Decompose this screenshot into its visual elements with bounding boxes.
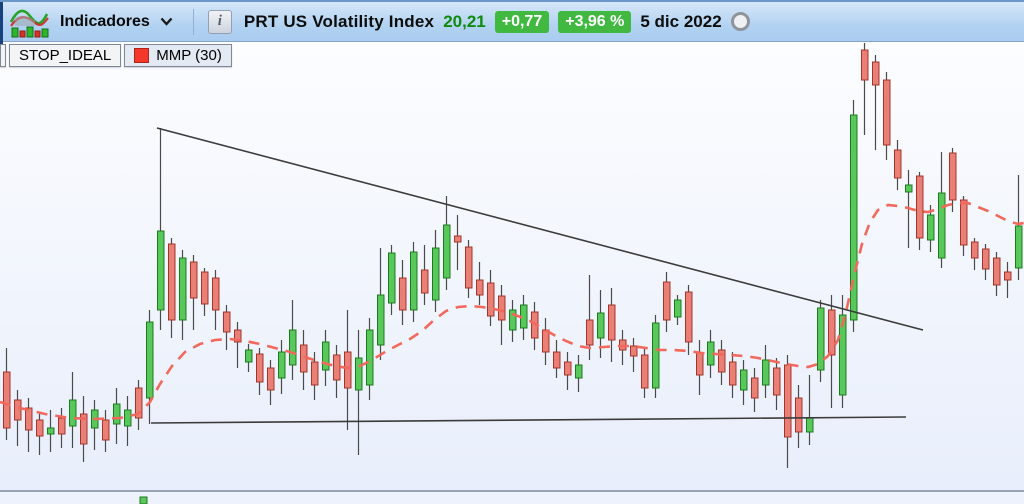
info-icon[interactable]: i [207,9,232,34]
indicators-menu-label[interactable]: Indicadores [60,12,150,30]
indicators-icon [9,9,49,37]
toolbar-divider [192,8,194,35]
indicators-menu-button[interactable] [6,5,52,39]
mmp-color-swatch-icon [134,48,150,63]
subpanel-layer [139,496,148,504]
top-toolbar: Indicadores i PRT US Volatility Index 20… [0,0,1024,44]
chevron-down-icon[interactable] [160,17,173,26]
status-ring-icon[interactable] [730,12,750,31]
change-absolute-badge: +0,77 [494,10,550,33]
trendlines-layer[interactable] [150,127,924,424]
instrument-titlebar: PRT US Volatility Index 20,21 +0,77 +3,9… [243,10,750,33]
quote-date: 5 dic 2022 [640,11,722,31]
moving-average-line[interactable] [0,201,1024,421]
secondary-panel [0,490,1024,504]
legend-chip-label: STOP_IDEAL [19,47,112,64]
indicator-legend: STOP_IDEAL MMP (30) [0,44,232,67]
last-price: 20,21 [443,11,486,31]
legend-chip-edge[interactable] [0,44,6,67]
candles-layer [3,43,1023,468]
legend-chip-label: MMP (30) [156,47,222,64]
change-percent-badge: +3,96 % [558,10,632,33]
legend-chip-mmp[interactable]: MMP (30) [124,44,232,67]
legend-chip-stop-ideal[interactable]: STOP_IDEAL [9,44,122,67]
instrument-name: PRT US Volatility Index [243,11,435,31]
